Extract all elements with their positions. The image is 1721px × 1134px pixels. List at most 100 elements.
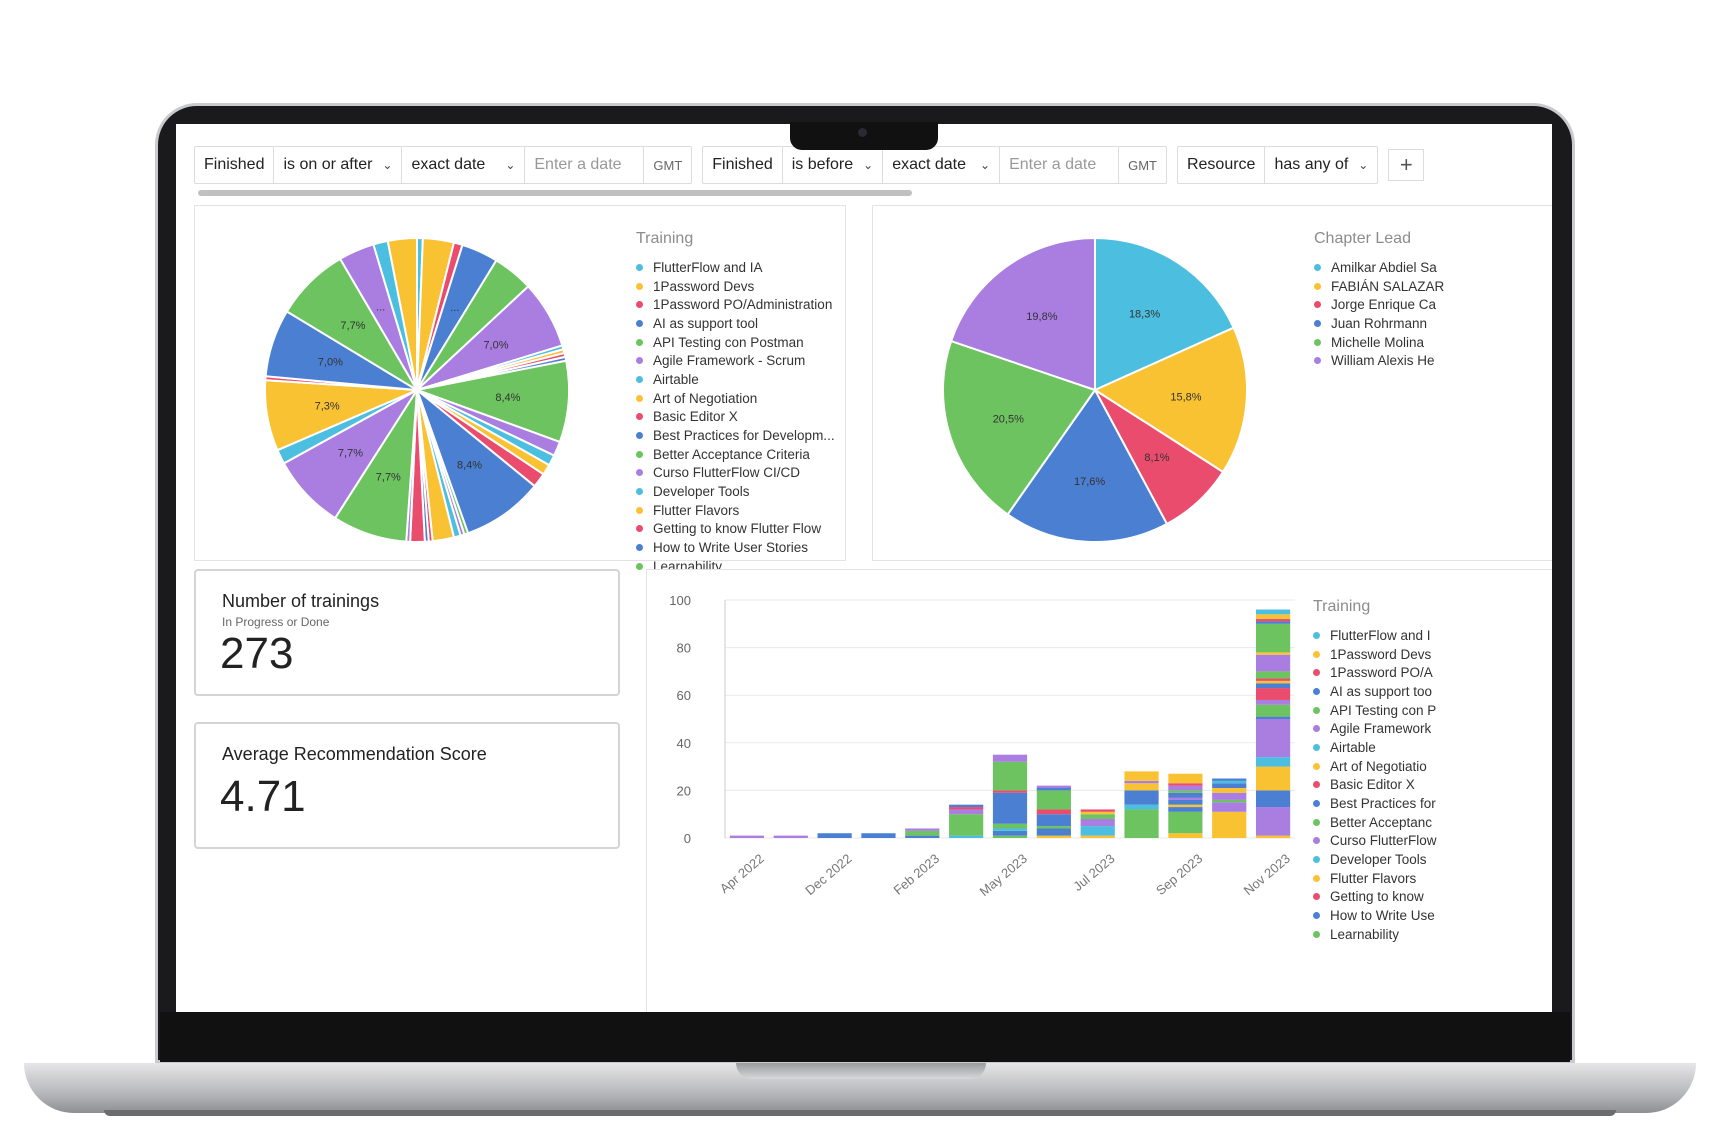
bar-segment[interactable] [1124, 809, 1159, 838]
legend-item[interactable]: 1Password Devs [636, 277, 835, 296]
bar-segment[interactable] [1255, 835, 1291, 838]
bar-segment[interactable] [905, 830, 940, 836]
legend-item[interactable]: AI as support tool [636, 314, 835, 333]
legend-item[interactable]: Agile Framework - Scrum [636, 351, 835, 370]
legend-item[interactable]: Agile Framework [1313, 719, 1437, 738]
bar-segment[interactable] [1168, 783, 1203, 786]
bar-segment[interactable] [1036, 835, 1071, 838]
bar-segment[interactable] [817, 833, 852, 838]
bar-segment[interactable] [1255, 683, 1291, 689]
legend-item[interactable]: Art of Negotiatio [1313, 757, 1437, 776]
filter-mode-select[interactable]: exact date ⌄ [402, 147, 526, 183]
legend-item[interactable]: Curso FlutterFlow CI/CD [636, 464, 835, 483]
bar-segment[interactable] [1255, 688, 1291, 700]
bar-segment[interactable] [992, 830, 1028, 836]
bar-segment[interactable] [1255, 680, 1291, 684]
bar-segment[interactable] [1255, 757, 1291, 767]
bar-segment[interactable] [949, 807, 984, 810]
legend-item[interactable]: Better Acceptance Criteria [636, 445, 835, 464]
bar-segment[interactable] [1255, 704, 1291, 717]
bar-segment[interactable] [1255, 766, 1291, 791]
bar-segment[interactable] [1255, 623, 1291, 653]
legend-item[interactable]: Developer Tools [636, 482, 835, 501]
pie-slice[interactable] [413, 359, 570, 444]
date-input[interactable]: Enter a date [525, 147, 645, 183]
bar-segment[interactable] [1168, 790, 1203, 793]
horizontal-scrollbar[interactable] [198, 190, 912, 196]
bar-segment[interactable] [1212, 811, 1247, 838]
bar-segment[interactable] [1212, 788, 1247, 793]
bar-segment[interactable] [1255, 609, 1291, 615]
add-filter-button[interactable]: + [1388, 149, 1425, 181]
bar-segment[interactable] [992, 754, 1028, 762]
filter-operator-select[interactable]: has any of ⌄ [1265, 147, 1377, 183]
legend-item[interactable]: API Testing con Postman [636, 333, 835, 352]
bar-segment[interactable] [1036, 809, 1071, 815]
bar-segment[interactable] [1124, 783, 1159, 791]
bar-segment[interactable] [1168, 792, 1203, 798]
legend-item[interactable]: Basic Editor X [1313, 776, 1437, 795]
bar-segment[interactable] [1168, 797, 1203, 800]
bar-segment[interactable] [1212, 792, 1247, 800]
legend-item[interactable]: API Testing con P [1313, 701, 1437, 720]
bar-segment[interactable] [1255, 671, 1291, 679]
legend-item[interactable]: Michelle Molina [1314, 333, 1444, 352]
bar-segment[interactable] [949, 814, 984, 836]
filter-field[interactable]: Resource [1178, 147, 1266, 183]
date-input[interactable]: Enter a date [1000, 147, 1120, 183]
bar-segment[interactable] [1168, 811, 1203, 834]
legend-item[interactable]: Better Acceptanc [1313, 813, 1437, 832]
bar-segment[interactable] [1036, 814, 1071, 827]
bar-segment[interactable] [1036, 790, 1071, 810]
bar-segment[interactable] [992, 790, 1028, 793]
legend-item[interactable]: Getting to know [1313, 888, 1437, 907]
legend-item[interactable]: Best Practices for Developm... [636, 426, 835, 445]
legend-item[interactable]: How to Write Use [1313, 906, 1437, 925]
filter-field[interactable]: Finished [703, 147, 783, 183]
legend-item[interactable]: Learnability [1313, 925, 1437, 944]
bar-segment[interactable] [729, 835, 765, 838]
bar-segment[interactable] [1080, 826, 1115, 836]
legend-item[interactable]: Airtable [636, 370, 835, 389]
legend-item[interactable]: Curso FlutterFlow [1313, 832, 1437, 851]
legend-item[interactable]: Getting to know Flutter Flow [636, 520, 835, 539]
pie-slice[interactable] [1092, 326, 1248, 474]
bar-segment[interactable] [1036, 785, 1071, 789]
legend-item[interactable]: FlutterFlow and I [1313, 626, 1437, 645]
bar-segment[interactable] [992, 828, 1028, 831]
bar-segment[interactable] [1080, 835, 1115, 838]
bar-segment[interactable] [1124, 804, 1159, 810]
bar-segment[interactable] [861, 833, 896, 838]
bar-segment[interactable] [773, 835, 808, 838]
legend-item[interactable]: Basic Editor X [636, 408, 835, 427]
legend-item[interactable]: FABIÁN SALAZAR [1314, 277, 1444, 296]
bar-segment[interactable] [992, 792, 1028, 824]
bar-segment[interactable] [1080, 809, 1115, 812]
legend-item[interactable]: 1Password PO/A [1313, 663, 1437, 682]
pie-slice[interactable] [1006, 388, 1169, 543]
bar-segment[interactable] [1168, 807, 1203, 812]
bar-segment[interactable] [1080, 811, 1115, 815]
legend-item[interactable]: Developer Tools [1313, 850, 1437, 869]
bar-segment[interactable] [1080, 818, 1115, 827]
bar-segment[interactable] [1168, 773, 1203, 784]
legend-item[interactable]: Juan Rohrmann [1314, 314, 1444, 333]
bar-segment[interactable] [949, 804, 984, 808]
bar-segment[interactable] [1212, 778, 1247, 781]
legend-item[interactable]: 1Password Devs [1313, 645, 1437, 664]
bar-segment[interactable] [1212, 802, 1247, 812]
bar-segment[interactable] [1080, 814, 1115, 819]
bar-segment[interactable] [1255, 619, 1291, 622]
bar-segment[interactable] [1124, 780, 1159, 784]
bar-segment[interactable] [1168, 833, 1203, 838]
bar-segment[interactable] [1212, 799, 1247, 803]
legend-item[interactable]: FlutterFlow and IA [636, 258, 835, 277]
bar-segment[interactable] [1255, 716, 1291, 719]
filter-mode-select[interactable]: exact date ⌄ [883, 147, 1001, 183]
legend-item[interactable]: Best Practices for [1313, 794, 1437, 813]
bar-segment[interactable] [1255, 621, 1291, 624]
bar-segment[interactable] [949, 809, 984, 815]
bar-segment[interactable] [1255, 699, 1291, 705]
bar-segment[interactable] [1168, 804, 1203, 808]
legend-item[interactable]: Flutter Flavors [1313, 869, 1437, 888]
